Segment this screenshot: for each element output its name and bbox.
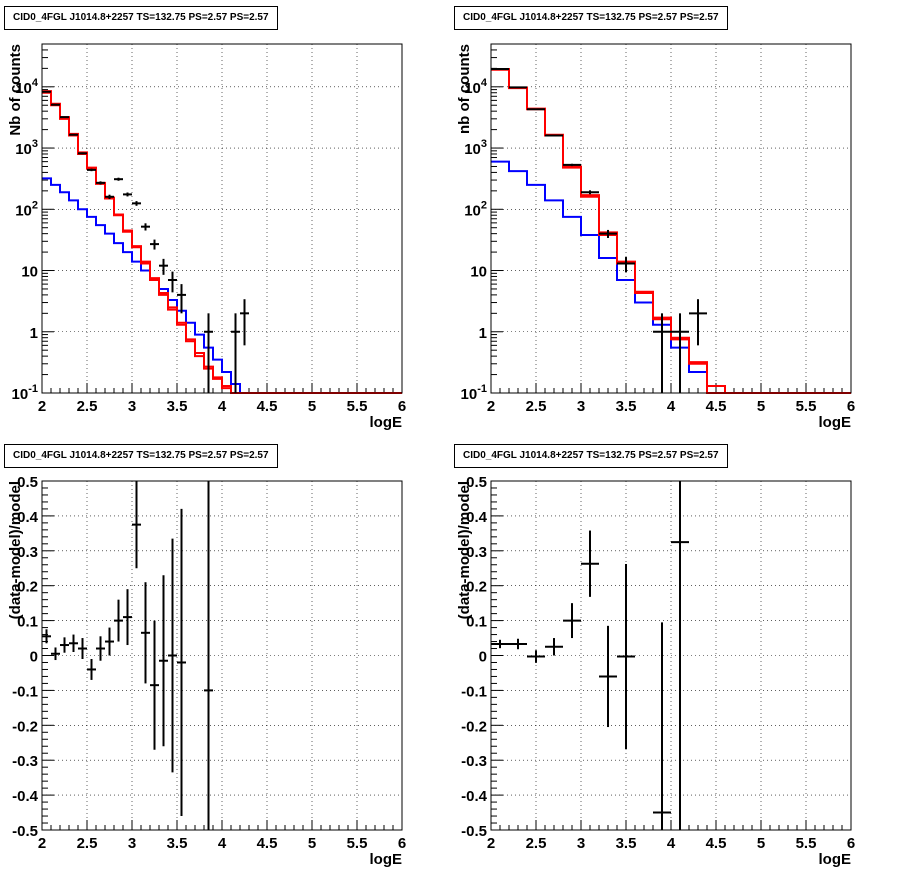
x-tick-label: 5 <box>757 835 765 852</box>
chart-title: CID0_4FGL J1014.8+2257 TS=132.75 PS=2.57… <box>4 6 278 30</box>
y-tick-label: -0.1 <box>461 683 487 700</box>
x-tick-label: 3 <box>577 398 585 415</box>
y-tick-label: -0.2 <box>12 718 38 735</box>
y-tick-label: 0.1 <box>466 614 487 631</box>
x-tick-label: 4 <box>667 398 676 415</box>
y-tick-label: 0.4 <box>17 509 39 526</box>
plot-frame <box>41 43 403 394</box>
y-tick-label: 0.2 <box>17 579 38 596</box>
x-tick-label: 6 <box>847 398 855 415</box>
x-axis-label: logE <box>370 414 403 431</box>
y-tick-label: 0.2 <box>466 579 487 596</box>
x-axis-label: logE <box>819 851 852 868</box>
y-tick-label: -0.4 <box>461 788 488 805</box>
model-total-histogram <box>42 91 402 394</box>
chart-title: CID0_4FGL J1014.8+2257 TS=132.75 PS=2.57… <box>4 444 278 468</box>
y-tick-label: 104 <box>464 77 488 97</box>
y-tick-label: 103 <box>464 138 487 158</box>
x-tick-label: 3 <box>577 835 585 852</box>
x-tick-label: 5.5 <box>796 398 817 415</box>
x-tick-label: 5.5 <box>347 835 368 852</box>
y-axis-label: nb of counts <box>456 44 473 134</box>
y-tick-label: 0.1 <box>17 614 38 631</box>
y-tick-label: 103 <box>15 138 38 158</box>
y-tick-label: 10 <box>21 264 38 281</box>
y-tick-label: 0.3 <box>466 544 487 561</box>
pad-top-right: 2 2.5 3 3.5 4 4.5 5 5.5 6 logE nb of counts 10-1 1 10… <box>449 0 898 437</box>
x-tick-label: 3.5 <box>167 835 188 852</box>
x-tick-label: 4 <box>218 835 227 852</box>
x-tick-label: 4 <box>667 835 676 852</box>
y-tick-label: -0.2 <box>461 718 487 735</box>
x-tick-label: 2 <box>487 835 495 852</box>
x-tick-label: 2.5 <box>526 835 547 852</box>
x-tick-label: 3.5 <box>616 835 637 852</box>
y-tick-label: 10 <box>470 264 487 281</box>
y-tick-label: -0.1 <box>12 683 38 700</box>
pad-bottom-right: 2 2.5 3 3.5 4 4.5 5 5.5 6 logE (data-model)/model -… <box>449 437 898 875</box>
y-tick-label: 0.5 <box>466 474 487 491</box>
y-tick-label: -0.3 <box>461 753 487 770</box>
x-tick-label: 3 <box>128 835 136 852</box>
y-tick-label: 0.4 <box>466 509 488 526</box>
y-tick-label: 102 <box>464 199 487 219</box>
x-tick-label: 4.5 <box>257 835 278 852</box>
plot-frame <box>41 480 403 831</box>
x-tick-label: 3.5 <box>167 398 188 415</box>
x-tick-label: 4.5 <box>706 835 727 852</box>
x-tick-label: 4.5 <box>257 398 278 415</box>
x-tick-label: 2 <box>487 398 495 415</box>
x-tick-label: 5 <box>308 398 316 415</box>
x-tick-label: 4.5 <box>706 398 727 415</box>
y-tick-label: 1 <box>30 325 38 342</box>
x-tick-label: 2 <box>38 398 46 415</box>
y-tick-label: 10-1 <box>12 383 38 403</box>
plot-frame <box>490 480 852 831</box>
x-tick-label: 6 <box>398 835 406 852</box>
x-axis-label: logE <box>819 414 852 431</box>
pad-top-left: 2 2.5 3 3.5 4 4.5 5 5.5 6 logE Nb of counts 10-1 1 10… <box>0 0 449 437</box>
pad-bottom-left: 2 2.5 3 3.5 4 4.5 5 5.5 6 logE (data-model)/model -… <box>0 437 449 875</box>
y-tick-label: 1 <box>479 325 487 342</box>
x-axis-label: logE <box>370 851 403 868</box>
y-tick-label: 0.5 <box>17 474 38 491</box>
x-tick-label: 4 <box>218 398 227 415</box>
x-tick-label: 3.5 <box>616 398 637 415</box>
x-tick-label: 5.5 <box>796 835 817 852</box>
x-tick-label: 3 <box>128 398 136 415</box>
y-tick-label: -0.5 <box>12 823 38 840</box>
y-tick-label: 102 <box>15 199 38 219</box>
y-tick-label: -0.5 <box>461 823 487 840</box>
y-tick-label: 0 <box>479 649 487 666</box>
x-tick-label: 2.5 <box>77 398 98 415</box>
y-tick-label: 10-1 <box>461 383 487 403</box>
x-tick-label: 5 <box>757 398 765 415</box>
plot-frame <box>490 43 852 394</box>
x-tick-label: 2.5 <box>526 398 547 415</box>
y-tick-label: 0 <box>30 649 38 666</box>
x-tick-label: 5 <box>308 835 316 852</box>
y-tick-label: -0.4 <box>12 788 39 805</box>
y-tick-label: -0.3 <box>12 753 38 770</box>
y-tick-label: 0.3 <box>17 544 38 561</box>
x-tick-label: 2.5 <box>77 835 98 852</box>
y-tick-label: 104 <box>15 77 39 97</box>
x-tick-label: 5.5 <box>347 398 368 415</box>
model-source-histogram <box>42 177 402 394</box>
y-axis-label: (data-model)/model <box>7 481 24 619</box>
chart-title: CID0_4FGL J1014.8+2257 TS=132.75 PS=2.57… <box>454 6 728 30</box>
x-tick-label: 6 <box>398 398 406 415</box>
y-axis-label: (data-model)/model <box>456 481 473 619</box>
x-tick-label: 2 <box>38 835 46 852</box>
x-tick-label: 6 <box>847 835 855 852</box>
chart-title: CID0_4FGL J1014.8+2257 TS=132.75 PS=2.57… <box>454 444 728 468</box>
y-axis-label: Nb of counts <box>7 44 24 136</box>
